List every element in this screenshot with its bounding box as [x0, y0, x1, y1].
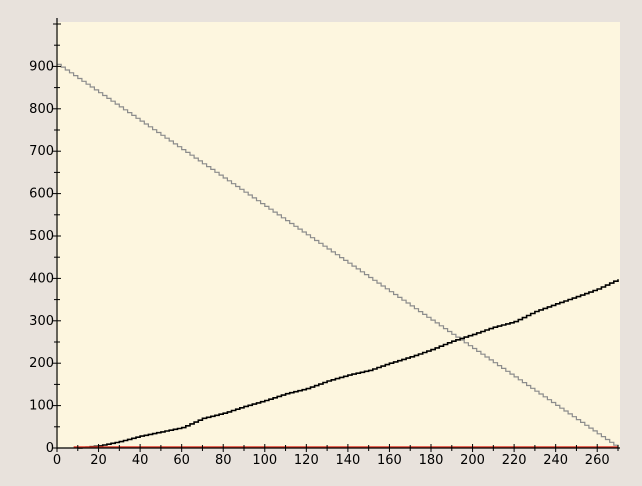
- x-tick-label: 0: [53, 453, 61, 468]
- y-tick-label: 900: [29, 59, 54, 74]
- series-line-decreasing: [57, 63, 619, 448]
- x-tick-label: 160: [377, 453, 402, 468]
- y-tick-label: 700: [29, 144, 54, 159]
- x-tick-label: 100: [252, 453, 277, 468]
- y-tick-label: 300: [29, 314, 54, 329]
- x-tick-label: 40: [132, 453, 149, 468]
- x-tick-label: 60: [173, 453, 190, 468]
- x-tick-label: 240: [543, 453, 568, 468]
- plot-area: [56, 22, 620, 448]
- x-tick-label: 260: [585, 453, 610, 468]
- x-tick-label: 200: [460, 453, 485, 468]
- y-tick-label: 200: [29, 356, 54, 371]
- y-tick-label: 400: [29, 271, 54, 286]
- y-tick-label: 800: [29, 102, 54, 117]
- x-tick-label: 80: [215, 453, 232, 468]
- x-tick-label: 20: [90, 453, 107, 468]
- x-tick-label: 140: [335, 453, 360, 468]
- y-tick-label: 500: [29, 229, 54, 244]
- x-tick-label: 120: [294, 453, 319, 468]
- x-tick-label: 180: [419, 453, 444, 468]
- x-tick-label: 220: [502, 453, 527, 468]
- y-tick-label: 100: [29, 399, 54, 414]
- series-line-increasing: [77, 279, 619, 449]
- y-tick-label: 0: [46, 441, 54, 456]
- y-tick-label: 600: [29, 187, 54, 202]
